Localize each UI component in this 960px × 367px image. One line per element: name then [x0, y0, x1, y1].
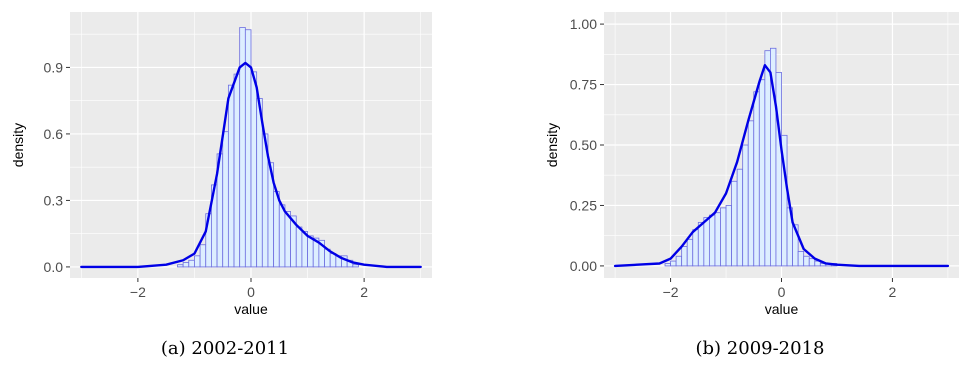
y-axis-title: density: [10, 123, 26, 167]
y-tick-label: 0.9: [44, 59, 64, 75]
histogram-bar: [742, 144, 749, 267]
histogram-bar: [714, 212, 721, 267]
histogram-bar: [764, 50, 771, 267]
histogram-bar: [775, 72, 782, 267]
histogram-bar: [250, 71, 258, 268]
histogram-bar: [731, 180, 738, 267]
figure-caption: (b) 2009-2018: [696, 338, 825, 359]
x-tick-label: 0: [778, 284, 786, 300]
histogram-bar: [692, 229, 699, 267]
histogram-bar: [720, 207, 727, 267]
x-axis-title: value: [234, 301, 268, 317]
histogram-bar: [273, 191, 280, 268]
histogram-bar: [301, 231, 308, 268]
histogram-bar: [708, 214, 716, 267]
histogram-bar: [781, 134, 788, 267]
histogram-bar: [803, 255, 810, 267]
density-curve: [80, 61, 422, 269]
y-tick-label: 0.6: [44, 126, 64, 142]
histogram-bar: [194, 255, 201, 268]
y-tick-label: 0.0: [44, 259, 64, 275]
histogram-bar: [725, 205, 732, 267]
histogram-bar: [233, 73, 241, 268]
histogram-bar: [675, 255, 683, 267]
x-tick-label: 2: [360, 284, 368, 300]
y-tick-label: 0.50: [570, 137, 597, 153]
histogram-bar: [177, 264, 184, 268]
histogram-bar: [808, 258, 816, 267]
figure-caption: (a) 2002-2011: [161, 338, 289, 359]
histogram-bar: [278, 204, 286, 268]
y-tick-label: 0.75: [570, 77, 597, 93]
histogram-bar: [753, 91, 760, 267]
histogram-bar: [792, 224, 799, 267]
y-tick-label: 0.00: [570, 258, 597, 274]
histogram-bar: [670, 260, 677, 267]
histogram-bar: [797, 250, 805, 267]
x-tick-label: 0: [247, 284, 255, 300]
histogram-bar: [227, 84, 235, 268]
histogram-bar: [295, 226, 303, 268]
histogram-bar: [686, 238, 694, 267]
histogram-bar: [664, 263, 671, 267]
histogram-bar: [747, 120, 755, 267]
x-tick-label: −2: [663, 284, 679, 300]
density-curve: [613, 63, 950, 268]
x-tick-label: −2: [130, 284, 146, 300]
histogram-bar: [182, 262, 190, 268]
y-tick-label: 1.00: [570, 16, 597, 32]
y-tick-label: 0.3: [44, 192, 64, 208]
histogram-bar: [758, 79, 766, 267]
histogram-bar: [222, 131, 229, 268]
histogram-bar: [284, 211, 291, 268]
histogram-bar: [681, 246, 688, 267]
chart-panel-1: −2 0 2 0.0 0.3 0.6 0.9 value density (a) 2002-201…: [10, 12, 432, 359]
y-axis-title: density: [544, 123, 560, 167]
histogram-bar: [697, 221, 705, 267]
y-tick-label: 0.25: [570, 197, 597, 213]
histogram-bar: [188, 259, 195, 268]
histogram-bar: [703, 217, 710, 267]
x-tick-label: 2: [889, 284, 897, 300]
histogram-bar: [307, 235, 314, 268]
histogram-bar: [736, 168, 744, 267]
chart-panel-2: −2 0 2 0.00 0.25 0.50 0.75 1.00 value density (b) …: [544, 12, 959, 359]
histogram-bar: [199, 244, 207, 268]
x-axis-title: value: [765, 301, 799, 317]
histogram-bar: [352, 264, 359, 268]
